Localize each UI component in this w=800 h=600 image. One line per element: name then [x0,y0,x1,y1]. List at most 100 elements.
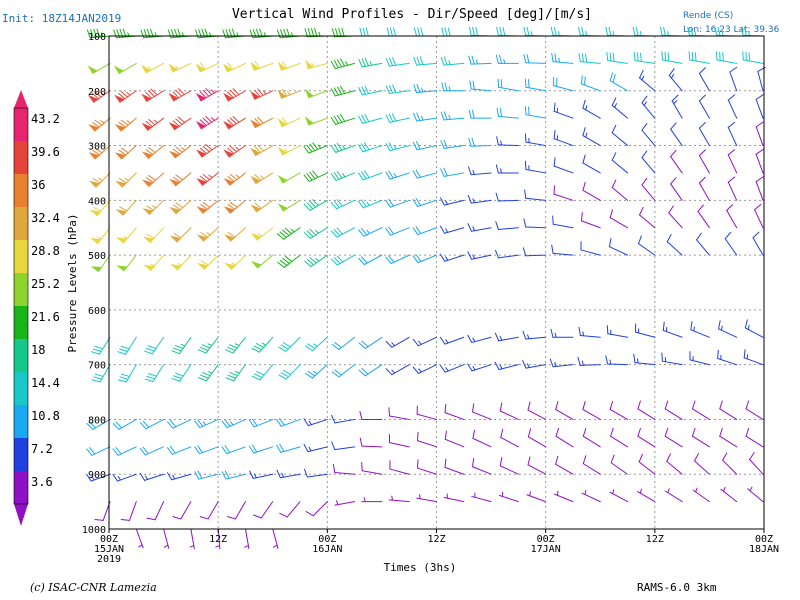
wind-barb [330,113,356,125]
barb-shaft [727,154,738,174]
wind-barb [611,179,629,201]
wind-barb [330,142,356,153]
barb-feather [670,122,677,130]
barb-half-feather [126,120,131,124]
barb-shaft [444,412,465,420]
barb-feather [279,259,288,266]
barb-half-feather [670,74,675,79]
wind-barb [303,170,328,182]
barb-feather [340,58,346,67]
barb-feather [388,255,395,263]
wind-barb [86,28,111,39]
barb-feather [94,119,103,126]
wind-barb [90,227,111,245]
wind-barb [440,167,465,177]
wind-barb [555,455,574,475]
wind-barb [250,144,274,157]
barb-shaft [552,252,574,256]
barb-feather [331,441,336,451]
x-tick-label: 12Z [209,534,227,545]
barb-feather [581,26,584,36]
barb-shaft [697,210,710,229]
barb-feather [522,330,527,340]
y-tick-label: 700 [88,361,106,372]
barb-shaft [666,241,683,256]
wind-barb [444,458,465,475]
wind-barb [444,430,465,448]
wind-barb [439,253,465,262]
barb-half-feather [612,489,615,495]
barb-half-feather [695,487,698,493]
barb-feather [200,374,209,379]
barb-half-feather [391,342,396,347]
barb-feather [276,444,282,453]
wind-barb [304,116,328,126]
barb-feather [553,130,556,140]
barb-feather [641,123,648,131]
wind-barb [388,495,410,503]
barb-half-feather [448,86,451,92]
barb-half-feather [472,170,475,175]
barb-feather [175,146,183,153]
barb-feather [605,26,609,36]
wind-barb [359,27,383,37]
credit-text: (c) ISAC-CNR Lamezia [30,581,157,594]
barb-feather [145,120,153,128]
barb-shaft [553,193,574,201]
barb-pennant [168,122,180,131]
wind-barb [527,401,547,420]
barb-feather [472,458,475,468]
barb-half-feather [527,334,530,340]
wind-barb [526,491,547,503]
barb-feather [467,194,472,204]
barb-feather [664,427,669,437]
barb-shaft [286,501,301,518]
barb-feather [748,52,751,62]
barb-feather [303,468,309,478]
colorbar-segment [14,207,28,240]
colorbar-label: 36 [31,178,45,192]
wind-barb [690,321,710,338]
x-tick-label: 00Z [755,534,773,545]
barb-feather [93,206,102,212]
barb-half-feather [287,90,291,96]
wind-barb [305,336,328,352]
barb-feather [167,29,172,39]
barb-shaft [637,435,656,448]
barb-feather [177,116,186,124]
barb-feather [361,462,363,472]
barb-pennant [196,206,208,214]
barb-feather [661,352,663,362]
barb-feather [698,176,706,184]
barb-shaft [389,468,410,475]
barb-feather [94,345,104,350]
wind-barb [385,142,410,152]
barb-half-feather [261,342,267,346]
barb-half-feather [391,495,393,501]
barb-pennant [168,63,179,73]
barb-feather [528,106,530,116]
barb-half-feather [391,369,396,374]
barb-feather [527,401,531,411]
barb-half-feather [177,263,183,267]
barb-feather [580,75,583,85]
wind-barb [467,223,492,232]
wind-barb [577,356,601,366]
barb-feather [89,421,96,429]
barb-feather [496,26,499,36]
wind-barb [715,51,738,64]
barb-pennant [169,178,181,187]
barb-feather [726,204,734,211]
barb-feather [717,26,721,36]
x-tick-label: 00Z [100,534,118,545]
colorbar-label: 39.6 [31,145,60,159]
barb-feather [201,344,211,349]
barb-half-feather [313,370,318,375]
barb-pennant [250,204,262,213]
barb-feather [145,149,154,156]
wind-barb [551,53,574,64]
barb-feather [691,427,696,437]
barb-half-feather [673,100,678,105]
wind-barb [115,199,137,216]
wind-barb [637,427,656,448]
